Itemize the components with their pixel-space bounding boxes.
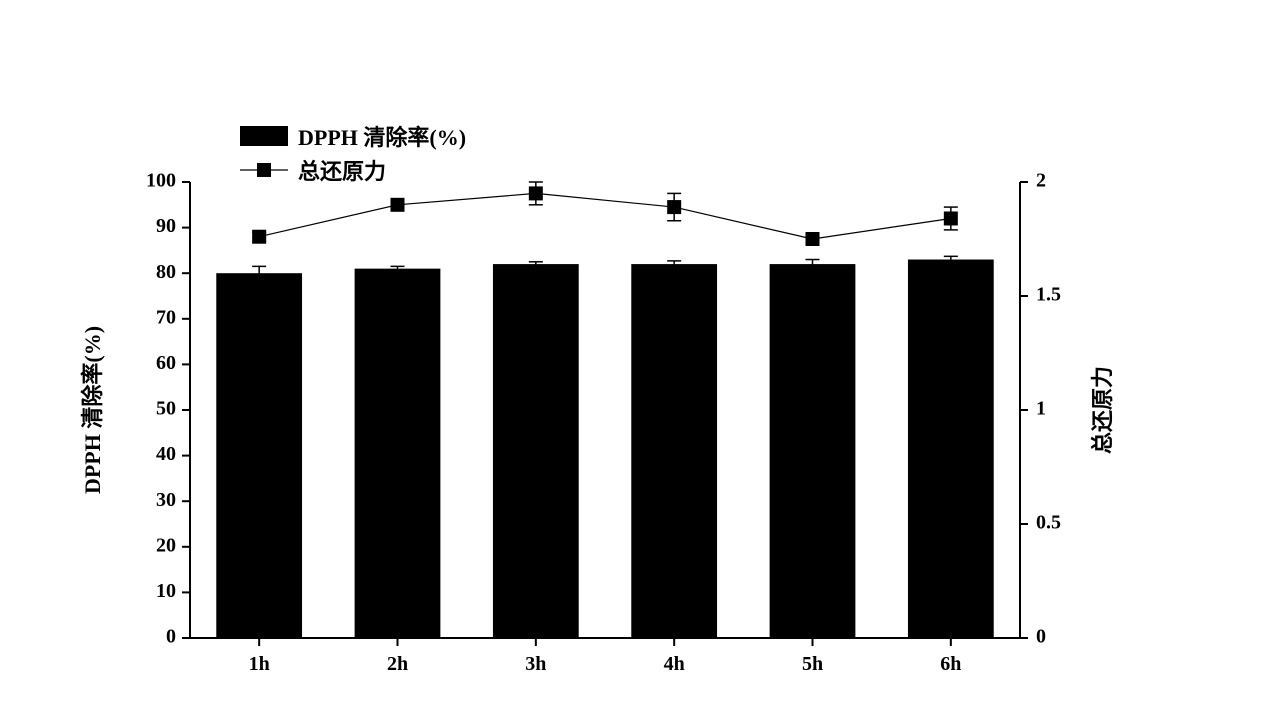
x-tick-label: 6h xyxy=(940,653,961,675)
y-left-tick-label: 50 xyxy=(156,398,176,420)
y-right-tick-label: 1.5 xyxy=(1036,284,1061,306)
line-marker xyxy=(944,211,958,225)
y-left-tick-label: 20 xyxy=(156,534,176,556)
legend-line-marker xyxy=(257,163,271,177)
y-right-tick-label: 2 xyxy=(1036,170,1046,192)
y-left-tick-label: 30 xyxy=(156,489,176,511)
x-tick-label: 1h xyxy=(249,653,270,675)
bar xyxy=(770,264,856,638)
legend-bar-label: DPPH 清除率(%) xyxy=(298,125,466,150)
line-marker xyxy=(529,186,543,200)
legend-line-label: 总还原力 xyxy=(298,159,386,184)
y-right-tick-label: 0.5 xyxy=(1036,512,1061,534)
y-left-tick-label: 0 xyxy=(166,626,176,648)
y-left-tick-label: 100 xyxy=(146,170,176,192)
combo-chart: 0 10 20 30 40 50 60 70 80 90 100 0 0.5 1 1.5 2 1h 2h 3h 4h 5… xyxy=(0,0,1273,715)
x-tick-label: 5h xyxy=(802,653,823,675)
chart-container: 0 10 20 30 40 50 60 70 80 90 100 0 0.5 1 1.5 2 1h 2h 3h 4h 5… xyxy=(0,0,1273,715)
legend-bar-swatch xyxy=(240,126,288,146)
y-left-tick-label: 90 xyxy=(156,215,176,237)
bar xyxy=(908,260,994,638)
line-marker xyxy=(806,232,820,246)
y-left-tick-label: 60 xyxy=(156,352,176,374)
bar xyxy=(493,264,579,638)
y-left-axis-label: DPPH 清除率(%) xyxy=(80,326,105,494)
y-left-tick-label: 70 xyxy=(156,306,176,328)
y-left-tick-label: 80 xyxy=(156,261,176,283)
line-marker xyxy=(252,230,266,244)
y-left-tick-label: 40 xyxy=(156,443,176,465)
bar xyxy=(216,273,302,638)
bar xyxy=(631,264,717,638)
x-tick-label: 2h xyxy=(387,653,408,675)
y-right-tick-label: 0 xyxy=(1036,626,1046,648)
y-left-tick-label: 10 xyxy=(156,580,176,602)
bar xyxy=(355,269,441,638)
line-marker xyxy=(667,200,681,214)
line-marker xyxy=(391,198,405,212)
y-right-tick-label: 1 xyxy=(1036,398,1046,420)
x-tick-label: 4h xyxy=(664,653,685,675)
y-right-axis-label: 总还原力 xyxy=(1090,366,1115,454)
x-tick-label: 3h xyxy=(525,653,546,675)
